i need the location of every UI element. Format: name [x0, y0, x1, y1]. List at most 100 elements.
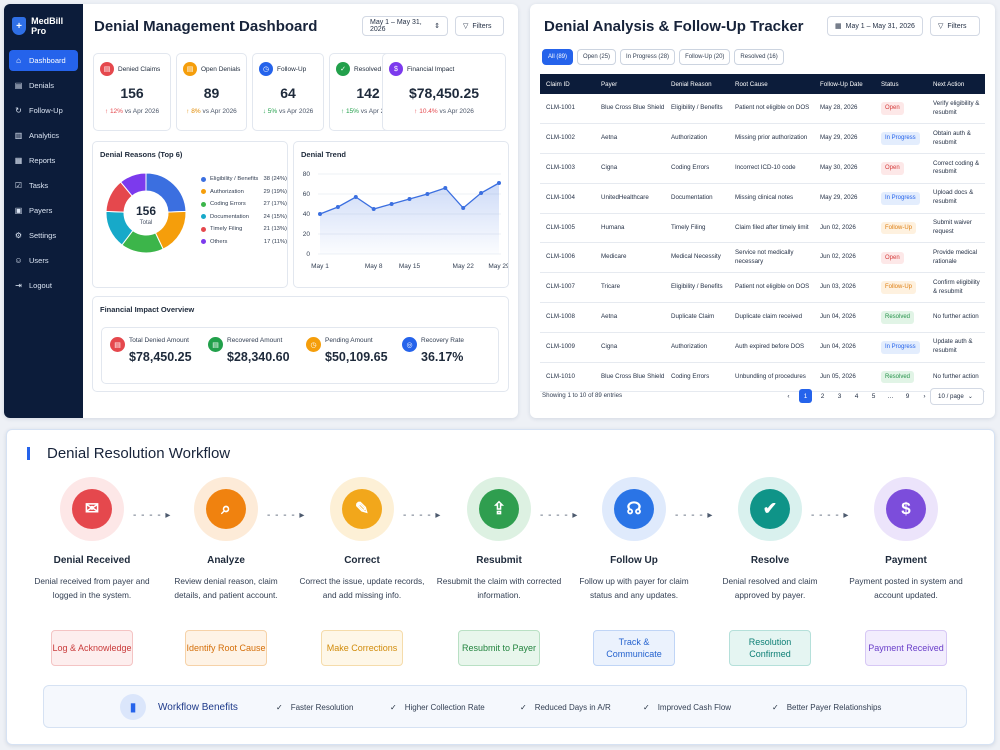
trend-point[interactable]: [479, 191, 484, 195]
cell-date: Jun 02, 2026: [814, 242, 875, 274]
step-tag[interactable]: Log & Acknowledge: [51, 630, 133, 666]
table-row[interactable]: CLM-1010 Blue Cross Blue Shield Coding Err…: [540, 362, 985, 393]
page-size-select[interactable]: 10 / page ⌄: [930, 388, 984, 405]
kpi-card-open-denials[interactable]: ▤ Open Denials 89 ↑ 8% vs Apr 2026: [176, 53, 247, 131]
denial-trend-chart[interactable]: 0 20 40 60 80 May 1 May 8 May 15 May 22 May 29: [294, 166, 508, 286]
legend-swatch: [201, 176, 206, 182]
tab-open[interactable]: Open (25): [577, 49, 617, 65]
kpi-card-financial-impact[interactable]: $ Financial Impact $78,450.25 ↑ 10.4% vs Ap…: [382, 53, 506, 131]
sidebar-item-analytics[interactable]: ▥ Analytics: [9, 125, 78, 146]
column-header[interactable]: Denial Reason: [665, 74, 729, 94]
legend-value: 29 (19%): [263, 188, 287, 195]
workflow-step-follow-up: ☊ Follow Up Follow up with payer for claim…: [569, 477, 699, 666]
column-header[interactable]: Status: [875, 74, 927, 94]
cell-action: Verify eligibility & resubmit: [927, 94, 985, 125]
next-page-button[interactable]: ›: [923, 392, 926, 400]
cell-action: Submit waiver request: [927, 213, 985, 244]
trend-point[interactable]: [335, 205, 340, 209]
donut-slice-5[interactable]: [119, 172, 147, 197]
tab-all[interactable]: All (89): [542, 49, 574, 65]
prev-page-button[interactable]: ‹: [787, 392, 790, 400]
page-button[interactable]: …: [887, 392, 894, 400]
sidebar-item-dashboard[interactable]: ⌂ Dashboard: [9, 50, 78, 71]
kpi-card-follow-up[interactable]: ◷ Follow-Up 64 ↓ 5% vs Apr 2026: [252, 53, 324, 131]
column-header[interactable]: Next Action: [927, 74, 985, 94]
step-tag[interactable]: Track & Communicate: [593, 630, 675, 666]
kpi-value: 142: [356, 85, 380, 101]
kpi-value: 156: [120, 85, 144, 101]
trend-point[interactable]: [461, 206, 466, 210]
table-row[interactable]: CLM-1002 Aetna Authorization Missing prior …: [540, 123, 985, 155]
y-tick-label: 0: [306, 251, 310, 258]
page-button[interactable]: 4: [854, 392, 859, 400]
cell-id: CLM-1009: [540, 332, 595, 363]
cell-cause: Claim filed after timely limit: [729, 213, 814, 244]
step-tag[interactable]: Make Corrections: [321, 630, 403, 666]
sidebar-item-denials[interactable]: ▤ Denials: [9, 75, 78, 96]
column-header[interactable]: Root Cause: [729, 74, 814, 94]
cell-payer: Blue Cross Blue Shield: [595, 94, 665, 125]
tracker-filters-button[interactable]: ▽ Filters: [930, 16, 980, 36]
column-header[interactable]: Payer: [595, 74, 665, 94]
trend-point[interactable]: [389, 202, 394, 206]
shield-plus-icon: +: [12, 17, 27, 35]
cell-payer: Aetna: [595, 123, 665, 155]
app-logo[interactable]: + MedBill Pro: [4, 4, 83, 50]
page-title: Denial Management Dashboard: [94, 18, 318, 35]
trend-area: [320, 183, 499, 254]
filters-button[interactable]: ▽ Filters: [455, 16, 504, 36]
legend-swatch: [201, 214, 206, 220]
table-row[interactable]: CLM-1003 Cigna Coding Errors Incorrect ICD-…: [540, 153, 985, 184]
column-header[interactable]: Follow-Up Date: [814, 74, 875, 94]
sidebar-item-logout[interactable]: ⇥ Logout: [9, 275, 78, 296]
tab-follow-up[interactable]: Follow-Up (20): [679, 49, 731, 65]
date-range-picker[interactable]: May 1 – May 31, 2026 ⇕: [362, 16, 448, 36]
step-icon-ring: ✔: [738, 477, 802, 541]
trend-point[interactable]: [318, 212, 322, 216]
table-row[interactable]: CLM-1001 Blue Cross Blue Shield Eligibilit…: [540, 94, 985, 125]
table-row[interactable]: CLM-1005 Humana Timely Filing Claim filed a…: [540, 213, 985, 244]
denial-reasons-donut[interactable]: [101, 168, 191, 258]
workflow-step-analyze: ⌕ Analyze Review denial reason, claim deta…: [161, 477, 291, 666]
table-row[interactable]: CLM-1004 UnitedHealthcare Documentation Mis…: [540, 183, 985, 214]
trend-point[interactable]: [443, 186, 448, 190]
step-description: Denial resolved and claim approved by pa…: [722, 576, 818, 600]
page-button[interactable]: 9: [905, 392, 910, 400]
step-tag[interactable]: Resolution Confirmed: [729, 630, 811, 666]
sidebar-item-payers[interactable]: ▣ Payers: [9, 200, 78, 221]
trend-point[interactable]: [371, 207, 376, 211]
kpi-delta: ↑ 12%: [104, 108, 123, 115]
sidebar-item-reports[interactable]: ▦ Reports: [9, 150, 78, 171]
legend-swatch: [201, 189, 206, 195]
page-button[interactable]: 5: [871, 392, 876, 400]
status-badge: Resolved: [881, 370, 915, 384]
table-row[interactable]: CLM-1006 Medicare Medical Necessity Service…: [540, 242, 985, 274]
step-tag[interactable]: Payment Received: [865, 630, 947, 666]
table-row[interactable]: CLM-1007 Tricare Eligibility / Benefits Pat…: [540, 272, 985, 304]
tracker-date-picker[interactable]: ▦ May 1 – May 31, 2026: [827, 16, 923, 36]
sidebar-item-tasks[interactable]: ☑ Tasks: [9, 175, 78, 196]
page-button[interactable]: 3: [837, 392, 842, 400]
page-button[interactable]: 2: [820, 392, 825, 400]
y-tick-label: 40: [303, 211, 311, 218]
table-row[interactable]: CLM-1009 Cigna Authorization Auth expired b…: [540, 332, 985, 363]
page-button[interactable]: 1: [799, 389, 812, 403]
status-badge: Open: [881, 251, 904, 265]
kpi-delta-period: vs Apr 2026: [124, 108, 160, 115]
tab-resolved[interactable]: Resolved (16): [734, 49, 784, 65]
sidebar-item-follow-up[interactable]: ↻ Follow-Up: [9, 100, 78, 121]
column-header[interactable]: Claim ID: [540, 74, 595, 94]
trend-point[interactable]: [497, 181, 501, 185]
sidebar-item-settings[interactable]: ⚙ Settings: [9, 225, 78, 246]
trend-point[interactable]: [407, 197, 412, 201]
cell-cause: Duplicate claim received: [729, 302, 814, 333]
table-row[interactable]: CLM-1008 Aetna Duplicate Claim Duplicate cl…: [540, 302, 985, 333]
dashboard-main: Denial Management Dashboard May 1 – May …: [83, 4, 518, 418]
kpi-card-denied-claims[interactable]: ▤ Denied Claims 156 ↑ 12% vs Apr 2026: [93, 53, 171, 131]
trend-point[interactable]: [353, 195, 358, 199]
trend-point[interactable]: [425, 192, 430, 196]
sidebar-item-users[interactable]: ☺ Users: [9, 250, 78, 271]
step-tag[interactable]: Identify Root Cause: [185, 630, 267, 666]
tab-in-progress[interactable]: In Progress (28): [620, 49, 676, 65]
step-tag[interactable]: Resubmit to Payer: [458, 630, 540, 666]
